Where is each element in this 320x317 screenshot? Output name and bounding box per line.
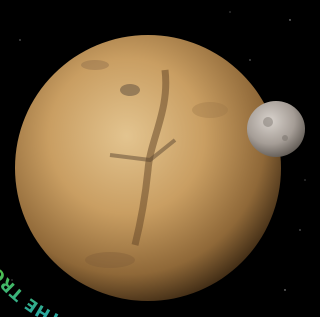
scene: THE TROUBLE WITH PHOBOS <box>0 0 312 317</box>
page: THE TROUBLE WITH PHOBOS (() => { const d… <box>0 0 320 317</box>
phobos <box>247 101 305 157</box>
mars <box>15 35 281 301</box>
